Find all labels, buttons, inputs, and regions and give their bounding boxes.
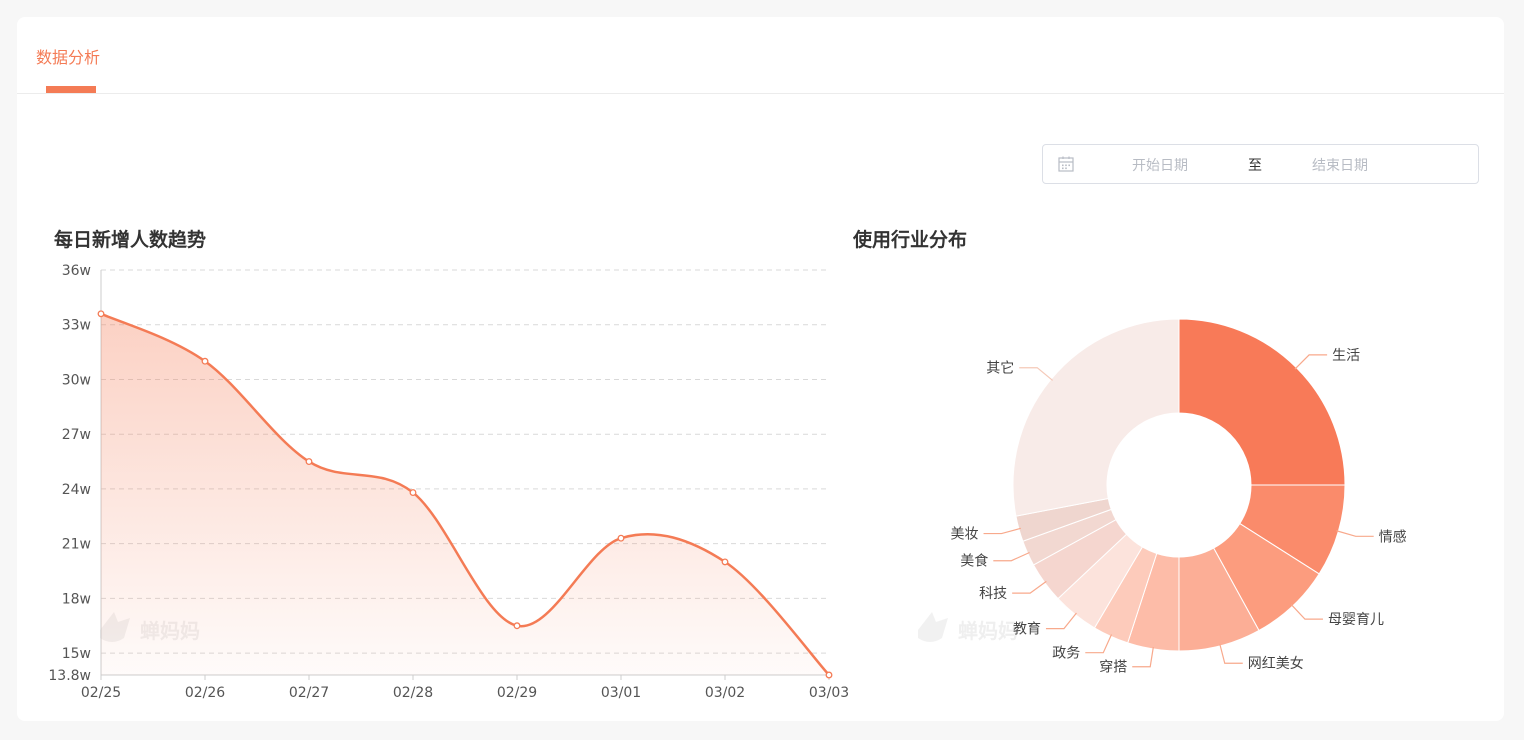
date-range-picker[interactable]: 开始日期 至 结束日期	[1042, 144, 1479, 184]
x-tick-label: 03/03	[809, 685, 849, 701]
data-point	[97, 310, 105, 318]
watermark-logo-icon	[918, 612, 948, 642]
pie-slice	[1178, 318, 1346, 486]
x-tick-label: 03/01	[601, 685, 641, 701]
pie-label: 美食	[960, 553, 988, 570]
pie-chart-title: 使用行业分布	[853, 229, 968, 251]
pie-leader-line	[1085, 634, 1113, 654]
x-tick-label: 02/29	[497, 685, 537, 701]
pie-label: 网红美女	[1248, 655, 1304, 672]
series-line	[100, 312, 830, 676]
tab-data-analysis[interactable]: 数据分析	[36, 48, 101, 67]
data-point	[721, 558, 729, 566]
data-point	[305, 458, 313, 466]
end-date-input[interactable]: 结束日期	[1312, 158, 1368, 174]
data-point	[617, 534, 625, 542]
pie-leader-line	[1132, 646, 1154, 668]
watermark-text: 蝉妈妈	[958, 619, 1018, 643]
series-area	[101, 313, 829, 675]
calendar-icon	[1058, 156, 1074, 172]
pie-leader-line	[1336, 530, 1374, 537]
y-tick-label: 36w	[62, 263, 91, 279]
x-tick-label: 03/02	[705, 685, 745, 701]
data-point	[409, 489, 417, 497]
pie-slice	[1012, 318, 1180, 517]
pie-leader-line	[983, 527, 1021, 535]
pie-leader-line	[1219, 643, 1243, 664]
y-tick-label: 33w	[62, 318, 91, 334]
data-point	[513, 622, 521, 630]
x-tick-label: 02/27	[289, 685, 329, 701]
pie-label: 其它	[986, 360, 1014, 377]
pie-leader-line	[1012, 580, 1047, 594]
data-point	[201, 357, 209, 365]
x-tick-label: 02/28	[393, 685, 433, 701]
pie-leader-line	[993, 551, 1030, 562]
y-tick-label: 15w	[62, 646, 91, 662]
y-tick-label: 24w	[62, 482, 91, 498]
data-point	[825, 671, 833, 679]
pie-label: 情感	[1379, 528, 1407, 545]
y-tick-label: 27w	[62, 427, 91, 443]
pie-leader-line	[1019, 367, 1054, 381]
pie-label: 母婴育儿	[1328, 612, 1384, 628]
pie-leader-line	[1290, 604, 1323, 620]
y-tick-label: 13.8w	[48, 668, 91, 684]
tab-bar: 数据分析	[17, 17, 1504, 94]
pie-label: 穿搭	[1099, 660, 1127, 676]
x-tick-label: 02/25	[81, 685, 121, 701]
pie-leader-line	[1294, 354, 1328, 370]
date-range-separator: 至	[1248, 158, 1262, 174]
pie-label: 美妆	[951, 527, 979, 543]
pie-label: 教育	[1013, 622, 1041, 638]
y-tick-label: 21w	[62, 537, 91, 553]
line-chart-title: 每日新增人数趋势	[54, 229, 207, 251]
x-tick-label: 02/26	[185, 685, 225, 701]
pie-label: 政务	[1052, 646, 1080, 662]
y-tick-label: 18w	[62, 591, 91, 607]
pie-label: 生活	[1332, 348, 1360, 364]
tab-active-indicator	[46, 86, 96, 93]
watermark: 蝉妈妈	[918, 612, 1018, 643]
y-tick-label: 30w	[62, 372, 91, 388]
pie-label: 科技	[979, 586, 1007, 602]
start-date-input[interactable]: 开始日期	[1132, 158, 1188, 174]
pie-leader-line	[1045, 612, 1077, 630]
